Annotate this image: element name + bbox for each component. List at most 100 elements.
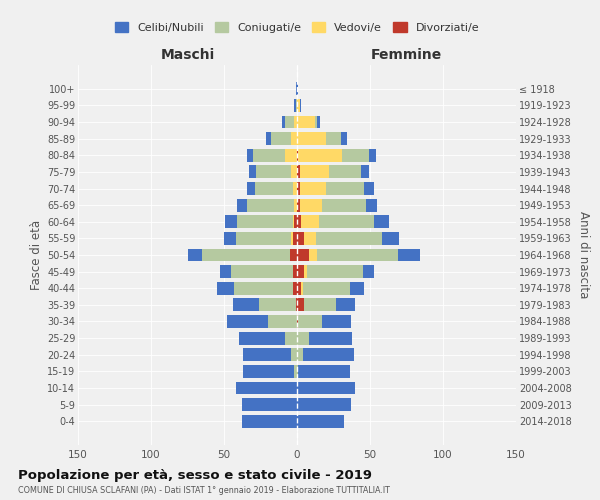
Bar (364, 182, 374, 195)
Bar (368, 149, 376, 162)
Bar (286, 332, 297, 344)
Bar (329, 166, 361, 178)
Bar (297, 149, 298, 162)
Bar (297, 265, 304, 278)
Bar (308, 248, 317, 262)
Bar (293, 216, 294, 228)
Bar (314, 116, 317, 128)
Bar (293, 265, 297, 278)
Bar (286, 116, 294, 128)
Bar (303, 282, 350, 294)
Bar (243, 348, 291, 361)
Bar (296, 298, 297, 312)
Text: Popolazione per età, sesso e stato civile - 2019: Popolazione per età, sesso e stato civil… (18, 469, 372, 482)
Bar (242, 415, 297, 428)
Bar (286, 149, 297, 162)
Bar (322, 315, 351, 328)
Bar (297, 216, 301, 228)
Bar (237, 198, 247, 211)
Bar (297, 82, 298, 95)
Bar (326, 182, 364, 195)
Bar (298, 149, 342, 162)
Bar (297, 415, 344, 428)
Bar (256, 166, 291, 178)
Y-axis label: Fasce di età: Fasce di età (29, 220, 43, 290)
Bar (398, 248, 419, 262)
Bar (268, 315, 297, 328)
Bar (294, 99, 296, 112)
Bar (291, 166, 297, 178)
Bar (297, 116, 314, 128)
Bar (294, 116, 297, 128)
Bar (224, 232, 236, 245)
Bar (297, 315, 298, 328)
Bar (294, 198, 297, 211)
Bar (301, 282, 303, 294)
Bar (247, 149, 253, 162)
Bar (293, 232, 297, 245)
Bar (294, 365, 297, 378)
Bar (297, 198, 300, 211)
Bar (253, 149, 286, 162)
Bar (297, 282, 301, 294)
Bar (291, 232, 293, 245)
Bar (233, 298, 259, 312)
Bar (220, 265, 232, 278)
Bar (298, 365, 350, 378)
Bar (236, 382, 297, 394)
Bar (236, 232, 291, 245)
Bar (297, 382, 355, 394)
Bar (300, 198, 322, 211)
Bar (301, 216, 319, 228)
Bar (242, 398, 297, 411)
Bar (202, 248, 290, 262)
Bar (297, 99, 300, 112)
Bar (296, 82, 297, 95)
Bar (317, 116, 320, 128)
Bar (247, 182, 254, 195)
Bar (361, 166, 368, 178)
Bar (249, 166, 256, 178)
Bar (227, 315, 268, 328)
Bar (341, 132, 347, 145)
Text: COMUNE DI CHIUSA SCLAFANI (PA) - Dati ISTAT 1° gennaio 2019 - Elaborazione TUTTI: COMUNE DI CHIUSA SCLAFANI (PA) - Dati IS… (18, 486, 390, 495)
Bar (382, 232, 399, 245)
Bar (374, 216, 389, 228)
Bar (304, 232, 316, 245)
Bar (232, 265, 293, 278)
Bar (254, 182, 293, 195)
Legend: Celibi/Nubili, Coniugati/e, Vedovi/e, Divorziati/e: Celibi/Nubili, Coniugati/e, Vedovi/e, Di… (110, 18, 484, 37)
Text: Femmine: Femmine (371, 48, 442, 62)
Bar (297, 348, 303, 361)
Bar (283, 116, 286, 128)
Bar (187, 248, 202, 262)
Bar (291, 348, 297, 361)
Bar (297, 166, 300, 178)
Bar (365, 198, 377, 211)
Bar (304, 298, 337, 312)
Bar (234, 282, 293, 294)
Bar (300, 182, 326, 195)
Bar (291, 132, 297, 145)
Bar (337, 298, 355, 312)
Y-axis label: Anni di nascita: Anni di nascita (577, 212, 590, 298)
Bar (300, 166, 329, 178)
Bar (350, 282, 364, 294)
Bar (294, 216, 297, 228)
Bar (326, 132, 341, 145)
Bar (259, 298, 296, 312)
Bar (293, 282, 297, 294)
Bar (297, 182, 300, 195)
Bar (298, 315, 322, 328)
Bar (297, 398, 351, 411)
Bar (316, 232, 382, 245)
Bar (300, 99, 301, 112)
Bar (297, 232, 304, 245)
Bar (237, 216, 293, 228)
Bar (303, 348, 354, 361)
Bar (297, 248, 308, 262)
Bar (247, 198, 294, 211)
Bar (217, 282, 234, 294)
Bar (307, 265, 363, 278)
Bar (342, 149, 368, 162)
